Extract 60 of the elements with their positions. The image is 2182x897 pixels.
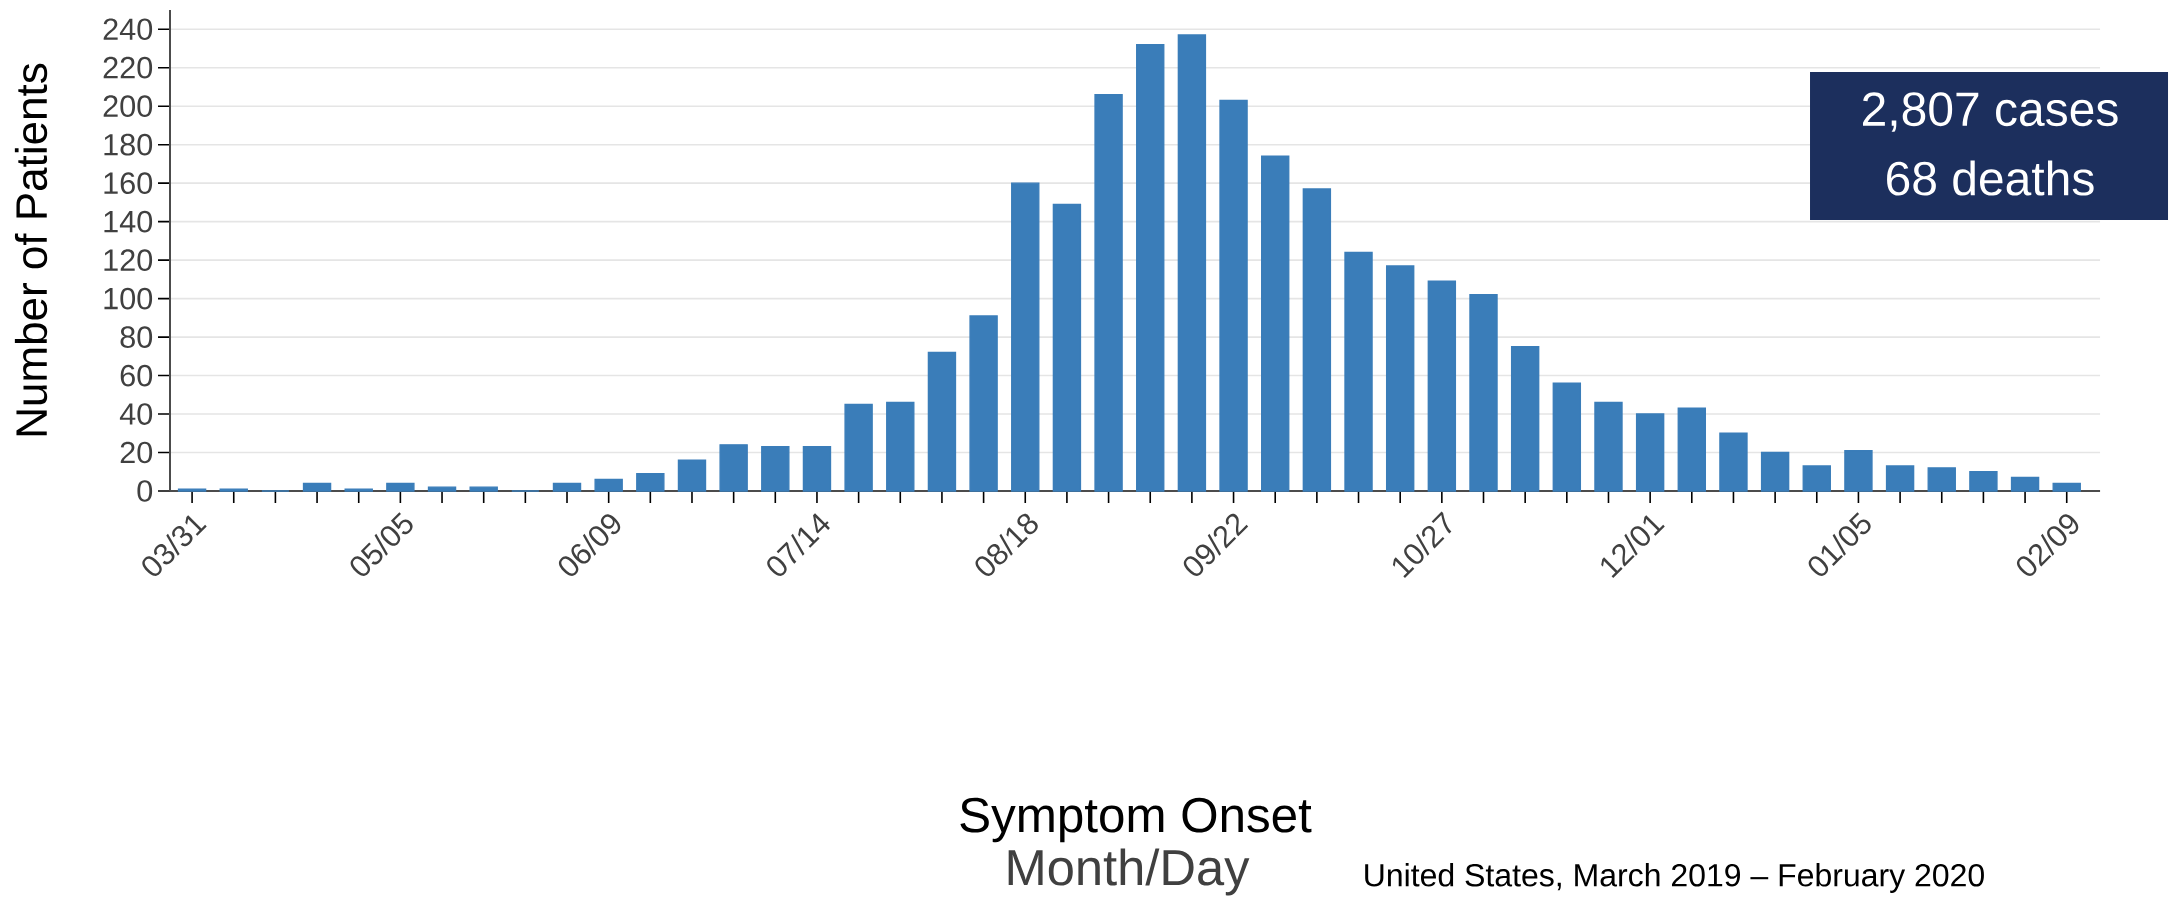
bar	[2052, 482, 2081, 492]
y-tick-label: 40	[119, 403, 153, 425]
y-tick-label: 180	[104, 133, 153, 156]
y-tick-label: 160	[104, 172, 153, 195]
bar	[1677, 407, 1707, 492]
text: United States, March 2019 – February 2020	[1365, 863, 1984, 893]
y-tick-label: 60	[120, 364, 153, 387]
bar	[1594, 401, 1623, 492]
bar	[1219, 99, 1248, 492]
bar	[1302, 188, 1332, 492]
bar	[1469, 294, 1498, 492]
bar	[302, 482, 332, 492]
bar	[1760, 451, 1790, 492]
bar	[969, 315, 998, 492]
bar	[1844, 449, 1873, 492]
bar	[719, 444, 748, 492]
y-tick-label: 100	[104, 287, 153, 310]
bar	[1969, 471, 1998, 492]
bar	[1177, 34, 1207, 492]
y-tick-label: 240	[103, 18, 153, 41]
bar	[1719, 432, 1748, 492]
y-tick-label: 80	[120, 326, 153, 348]
y-tick-label: 140	[104, 210, 153, 233]
bar	[802, 446, 832, 492]
bar	[761, 446, 790, 492]
bar	[1885, 465, 1915, 492]
bar	[1344, 251, 1373, 492]
y-axis-title: Number of Patients	[14, 63, 48, 436]
annotation: 2,807 cases	[1863, 92, 2118, 132]
bar	[386, 482, 415, 492]
bar	[594, 478, 623, 492]
bar	[2010, 476, 2040, 492]
x-axis-title: Symptom Onset	[960, 797, 1312, 843]
bar	[1385, 265, 1415, 492]
bar	[469, 486, 498, 492]
bar	[844, 403, 873, 492]
bar	[677, 459, 707, 492]
bar	[1802, 465, 1831, 492]
y-tick-label: 220	[103, 56, 153, 79]
bar	[886, 401, 915, 492]
y-tick-label: 20	[120, 441, 153, 464]
bar	[1510, 346, 1540, 492]
bar	[1052, 203, 1082, 492]
y-tick-label: 0	[137, 480, 153, 502]
y-tick-label: 120	[104, 249, 153, 271]
bar	[1011, 182, 1040, 492]
y-tick-label: 200	[103, 95, 153, 118]
bar	[1635, 413, 1665, 492]
bar	[1552, 382, 1582, 492]
bar	[427, 486, 457, 492]
bar	[927, 351, 957, 492]
annotation: 68 deaths	[1887, 160, 2094, 196]
bar	[1136, 43, 1165, 492]
bar	[552, 482, 582, 492]
bar	[1261, 155, 1290, 492]
bar	[1427, 280, 1457, 492]
text: Month/Day	[1008, 848, 1250, 896]
bar	[1094, 93, 1123, 492]
bar	[1927, 467, 1956, 492]
bar	[636, 473, 665, 492]
